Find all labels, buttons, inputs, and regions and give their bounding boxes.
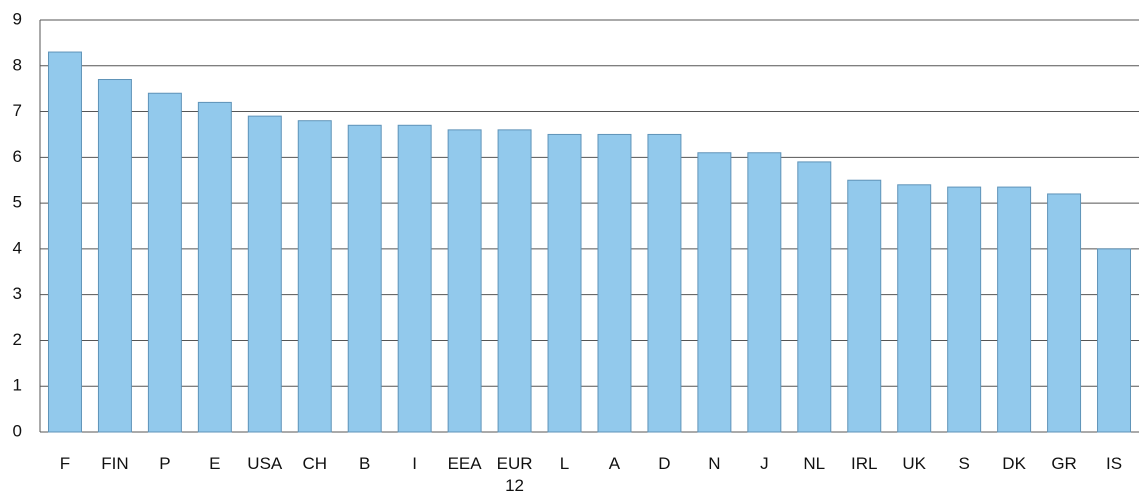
x-tick-label: IS: [1105, 454, 1123, 473]
bar: [947, 186, 982, 433]
x-tick-label: EUR 12: [496, 454, 533, 495]
bar: [147, 92, 182, 433]
y-tick-label: 7: [13, 101, 22, 120]
x-tick-label: L: [559, 454, 570, 473]
y-tick-label: 3: [13, 284, 22, 303]
y-tick-label: 9: [13, 9, 22, 28]
bar: [97, 79, 132, 433]
x-tick-label: A: [608, 454, 621, 473]
x-tick-label: EEA: [447, 454, 482, 473]
bar: [797, 161, 832, 433]
x-tick-label: B: [359, 454, 371, 473]
bar: [897, 184, 932, 433]
bar: [1097, 248, 1132, 433]
y-tick-label: 1: [13, 376, 22, 395]
x-tick-label: NL: [803, 454, 826, 473]
bar: [597, 133, 632, 433]
y-tick-label: 0: [13, 421, 22, 440]
bar: [747, 152, 782, 433]
bar: [847, 179, 882, 433]
bar: [297, 120, 332, 433]
y-tick-label: 5: [13, 193, 22, 212]
bar: [447, 129, 482, 433]
x-tick-label: USA: [247, 454, 283, 473]
x-tick-label: FIN: [101, 454, 129, 473]
x-tick-label: P: [159, 454, 171, 473]
bar: [697, 152, 732, 433]
x-tick-label: E: [209, 454, 221, 473]
y-tick-label: 8: [13, 55, 22, 74]
x-tick-label: S: [958, 454, 970, 473]
x-tick-label: D: [658, 454, 671, 473]
bar: [197, 101, 232, 433]
y-tick-label: 2: [13, 330, 22, 349]
bar: [497, 129, 532, 433]
x-tick-label: UK: [902, 454, 927, 473]
y-tick-label: 6: [13, 147, 22, 166]
x-tick-label: DK: [1002, 454, 1026, 473]
x-tick-label: N: [708, 454, 721, 473]
bar: [397, 124, 432, 433]
bar: [647, 133, 682, 433]
x-tick-label: IRL: [851, 454, 878, 473]
x-tick-label: F: [59, 454, 71, 473]
bar: [997, 186, 1032, 433]
x-tick-label: I: [412, 454, 418, 473]
x-tick-label: GR: [1051, 454, 1077, 473]
y-tick-label: 4: [13, 238, 22, 257]
bar: [1047, 193, 1082, 433]
x-tick-label: J: [760, 454, 769, 473]
bar: [47, 51, 82, 433]
bar: [547, 133, 582, 433]
x-tick-label: CH: [302, 454, 328, 473]
bar: [347, 124, 382, 433]
bar: [247, 115, 282, 433]
